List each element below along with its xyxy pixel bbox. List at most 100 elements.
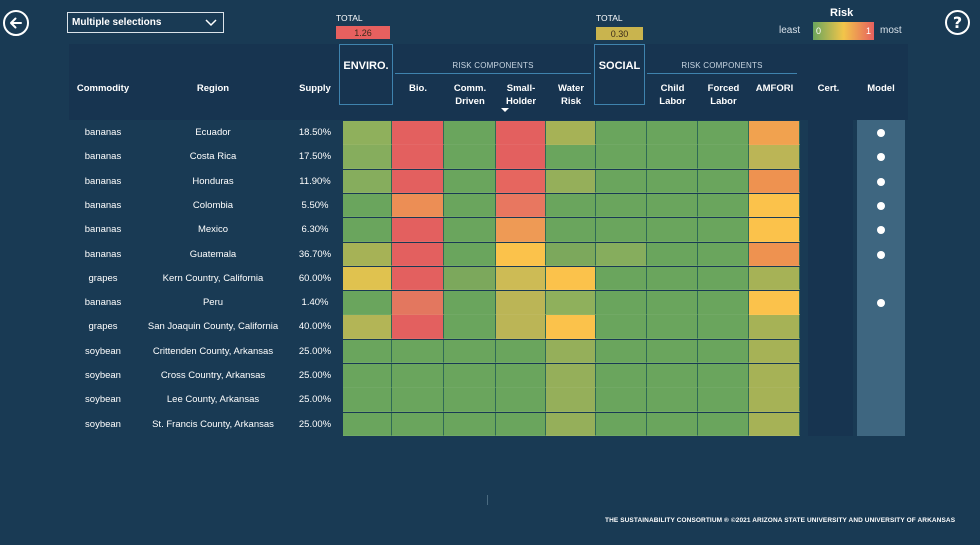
heat-cell-comm-driven[interactable] [444,121,496,145]
heat-cell-social[interactable] [596,242,647,266]
heat-cell-amfori[interactable] [749,339,800,364]
heat-cell-social[interactable] [596,339,647,364]
heat-cell-smallholder[interactable] [496,291,546,315]
heat-cell-social[interactable] [596,412,647,437]
col-header-supply[interactable]: Supply [299,83,331,94]
heat-cell-water-risk[interactable] [546,145,596,169]
heat-cell-water-risk[interactable] [546,121,596,145]
heat-cell-child-labor[interactable] [647,364,698,388]
heat-cell-bio[interactable] [392,145,444,169]
heat-cell-amfori[interactable] [749,169,800,194]
heat-cell-comm-driven[interactable] [444,218,496,242]
heat-cell-child-labor[interactable] [647,169,698,194]
heat-cell-comm-driven[interactable] [444,339,496,364]
heat-cell-child-labor[interactable] [647,388,698,412]
heat-cell-enviro[interactable] [343,193,392,218]
heat-cell-enviro[interactable] [343,266,392,291]
heat-cell-comm-driven[interactable] [444,388,496,412]
heat-cell-forced-labor[interactable] [698,145,749,169]
col-header-region[interactable]: Region [196,83,230,94]
sort-descending-icon[interactable] [501,108,509,112]
heat-cell-enviro[interactable] [343,218,392,242]
heat-cell-bio[interactable] [392,218,444,242]
heat-cell-forced-labor[interactable] [698,315,749,339]
heat-cell-smallholder[interactable] [496,412,546,437]
heat-cell-social[interactable] [596,169,647,194]
heat-cell-social[interactable] [596,145,647,169]
heat-cell-amfori[interactable] [749,412,800,437]
heat-cell-social[interactable] [596,121,647,145]
help-button[interactable]: ? [945,10,970,35]
heat-cell-comm-driven[interactable] [444,364,496,388]
heat-cell-enviro[interactable] [343,412,392,437]
heat-cell-water-risk[interactable] [546,193,596,218]
heat-cell-enviro[interactable] [343,315,392,339]
col-header-comm-driven[interactable]: Comm. Driven [444,82,496,108]
heat-cell-social[interactable] [596,218,647,242]
heat-cell-bio[interactable] [392,193,444,218]
col-header-commodity[interactable]: Commodity [76,83,130,94]
heat-cell-comm-driven[interactable] [444,169,496,194]
heat-cell-child-labor[interactable] [647,121,698,145]
heat-cell-bio[interactable] [392,315,444,339]
heat-cell-amfori[interactable] [749,242,800,266]
heat-cell-enviro[interactable] [343,339,392,364]
heat-cell-water-risk[interactable] [546,388,596,412]
heat-cell-bio[interactable] [392,242,444,266]
heat-cell-comm-driven[interactable] [444,266,496,291]
heat-cell-forced-labor[interactable] [698,218,749,242]
heat-cell-water-risk[interactable] [546,315,596,339]
heat-cell-child-labor[interactable] [647,291,698,315]
heat-cell-social[interactable] [596,266,647,291]
col-header-model[interactable]: Model [867,83,895,94]
heat-cell-smallholder[interactable] [496,218,546,242]
heat-cell-child-labor[interactable] [647,218,698,242]
heat-cell-amfori[interactable] [749,266,800,291]
heat-cell-enviro[interactable] [343,121,392,145]
selection-dropdown[interactable]: Multiple selections [67,12,224,33]
heat-cell-smallholder[interactable] [496,315,546,339]
heat-cell-social[interactable] [596,388,647,412]
heat-cell-forced-labor[interactable] [698,169,749,194]
heat-cell-forced-labor[interactable] [698,412,749,437]
heat-cell-child-labor[interactable] [647,339,698,364]
heat-cell-smallholder[interactable] [496,266,546,291]
col-header-bio[interactable]: Bio. [409,83,427,94]
heat-cell-forced-labor[interactable] [698,364,749,388]
heat-cell-social[interactable] [596,291,647,315]
heat-cell-comm-driven[interactable] [444,412,496,437]
enviro-category-box[interactable] [339,44,393,105]
heat-cell-forced-labor[interactable] [698,266,749,291]
heat-cell-water-risk[interactable] [546,218,596,242]
heat-cell-child-labor[interactable] [647,412,698,437]
heat-cell-bio[interactable] [392,266,444,291]
heat-cell-comm-driven[interactable] [444,145,496,169]
heat-cell-water-risk[interactable] [546,364,596,388]
heat-cell-comm-driven[interactable] [444,242,496,266]
heat-cell-child-labor[interactable] [647,242,698,266]
heat-cell-social[interactable] [596,315,647,339]
heat-cell-social[interactable] [596,193,647,218]
heat-cell-water-risk[interactable] [546,412,596,437]
heat-cell-comm-driven[interactable] [444,315,496,339]
social-category-box[interactable] [594,44,645,105]
heat-cell-smallholder[interactable] [496,388,546,412]
heat-cell-child-labor[interactable] [647,145,698,169]
heat-cell-enviro[interactable] [343,169,392,194]
heat-cell-social[interactable] [596,364,647,388]
col-header-child-labor[interactable]: Child Labor [647,82,698,108]
heat-cell-enviro[interactable] [343,364,392,388]
heat-cell-water-risk[interactable] [546,266,596,291]
col-header-smallholder[interactable]: Small- Holder [496,82,546,108]
heat-cell-amfori[interactable] [749,315,800,339]
heat-cell-enviro[interactable] [343,291,392,315]
heat-cell-forced-labor[interactable] [698,388,749,412]
heat-cell-forced-labor[interactable] [698,291,749,315]
heat-cell-amfori[interactable] [749,218,800,242]
heat-cell-amfori[interactable] [749,121,800,145]
heat-cell-child-labor[interactable] [647,315,698,339]
heat-cell-water-risk[interactable] [546,339,596,364]
heat-cell-smallholder[interactable] [496,145,546,169]
heat-cell-child-labor[interactable] [647,193,698,218]
heat-cell-amfori[interactable] [749,388,800,412]
